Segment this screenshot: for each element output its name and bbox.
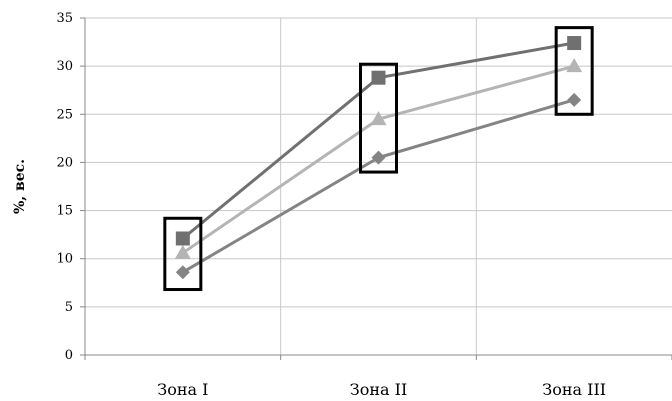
data-point-square	[567, 36, 582, 51]
y-axis-label: %, вес.	[12, 159, 28, 214]
y-tick-label: 5	[65, 300, 73, 315]
x-category-label: Зона III	[542, 380, 606, 399]
data-point-diamond	[371, 150, 386, 165]
y-tick-label: 10	[56, 252, 73, 267]
y-tick-label: 0	[65, 348, 73, 363]
highlight-box	[163, 216, 203, 292]
y-tick-label: 35	[56, 11, 73, 26]
data-point-square	[175, 231, 190, 246]
highlight-boxes	[163, 26, 594, 292]
x-category-labels: Зона I Зона II Зона III	[157, 380, 606, 399]
x-category-label: Зона I	[157, 380, 208, 399]
data-point-triangle	[174, 244, 191, 259]
data-point-square	[371, 70, 386, 85]
data-point-triangle	[566, 58, 583, 73]
series-group	[174, 36, 583, 280]
data-point-diamond	[175, 265, 190, 280]
x-category-label: Зона II	[350, 380, 408, 399]
grid-lines	[85, 17, 672, 355]
data-point-triangle	[370, 111, 387, 126]
highlight-box	[554, 26, 594, 116]
y-tick-label: 15	[56, 204, 73, 219]
series-line-3	[182, 98, 575, 274]
y-tick-labels: 0 5 10 15 20 25 30 35	[56, 11, 73, 363]
highlight-box	[359, 62, 398, 174]
axes	[80, 17, 672, 360]
data-point-diamond	[567, 92, 582, 107]
y-tick-label: 25	[56, 107, 73, 122]
y-tick-label: 20	[56, 155, 73, 170]
y-tick-label: 30	[56, 59, 73, 74]
